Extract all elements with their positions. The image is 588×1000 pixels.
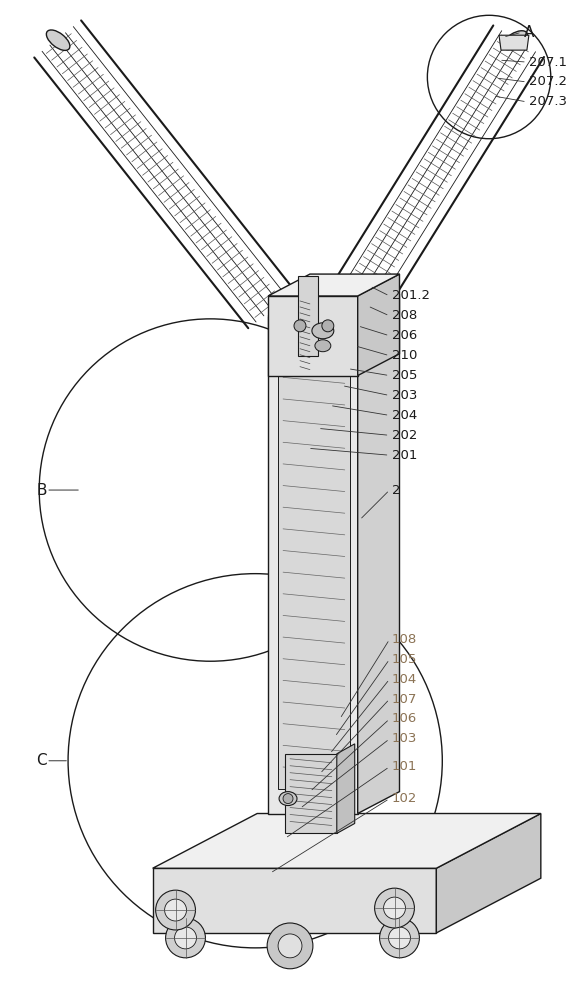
Text: 205: 205 (392, 369, 417, 382)
Ellipse shape (315, 340, 331, 352)
Polygon shape (153, 814, 541, 868)
Circle shape (375, 888, 415, 928)
Text: 201.2: 201.2 (392, 289, 430, 302)
Text: 107: 107 (392, 693, 417, 706)
Polygon shape (268, 294, 399, 316)
Text: B: B (36, 483, 46, 498)
Ellipse shape (46, 30, 70, 50)
Ellipse shape (279, 792, 297, 806)
Text: 204: 204 (392, 409, 417, 422)
Text: 102: 102 (392, 792, 417, 805)
Text: 207.3: 207.3 (529, 95, 567, 108)
Text: 201: 201 (392, 449, 417, 462)
Circle shape (175, 927, 196, 949)
Circle shape (267, 923, 313, 969)
Polygon shape (153, 868, 436, 933)
Circle shape (156, 890, 195, 930)
Text: 106: 106 (392, 712, 417, 725)
Circle shape (278, 934, 302, 958)
Polygon shape (499, 35, 529, 50)
Text: 208: 208 (392, 309, 417, 322)
Text: A: A (524, 25, 534, 40)
Text: 104: 104 (392, 673, 417, 686)
Polygon shape (358, 294, 399, 814)
Text: 207.1: 207.1 (529, 56, 567, 69)
Polygon shape (278, 356, 350, 789)
Circle shape (294, 320, 306, 332)
Text: 203: 203 (392, 389, 417, 402)
Text: 108: 108 (392, 633, 417, 646)
Polygon shape (268, 296, 358, 376)
Text: 103: 103 (392, 732, 417, 745)
Circle shape (166, 918, 205, 958)
Text: C: C (36, 753, 47, 768)
Text: 105: 105 (392, 653, 417, 666)
Text: 206: 206 (392, 329, 417, 342)
Circle shape (165, 899, 186, 921)
Polygon shape (268, 274, 399, 296)
Polygon shape (298, 276, 318, 356)
Ellipse shape (503, 31, 527, 50)
Circle shape (383, 897, 406, 919)
Ellipse shape (312, 323, 334, 339)
Circle shape (389, 927, 410, 949)
Text: 2: 2 (392, 484, 400, 497)
Polygon shape (285, 754, 337, 833)
Polygon shape (358, 274, 399, 376)
Circle shape (380, 918, 419, 958)
Polygon shape (337, 744, 355, 833)
Text: 101: 101 (392, 760, 417, 773)
Text: 210: 210 (392, 349, 417, 362)
Circle shape (283, 794, 293, 804)
Text: 207.2: 207.2 (529, 75, 567, 88)
Circle shape (322, 320, 334, 332)
Polygon shape (268, 316, 358, 814)
Polygon shape (436, 814, 541, 933)
Text: 202: 202 (392, 429, 417, 442)
